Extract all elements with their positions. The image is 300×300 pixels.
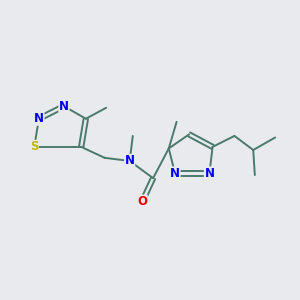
Text: N: N [170, 167, 180, 180]
Text: N: N [204, 167, 214, 180]
Text: N: N [125, 154, 135, 167]
Text: S: S [30, 140, 38, 153]
Text: O: O [137, 195, 147, 208]
Text: N: N [34, 112, 44, 125]
Text: N: N [59, 100, 69, 113]
